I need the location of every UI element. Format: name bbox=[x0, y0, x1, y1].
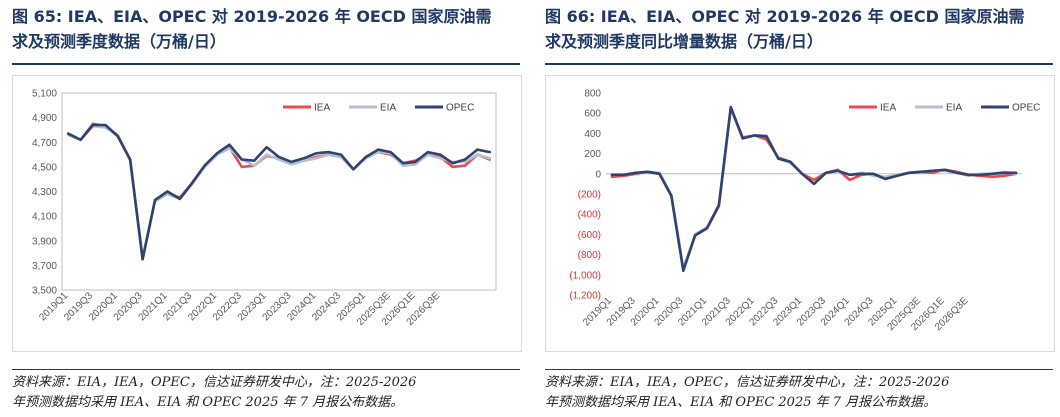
y-tick-label: 600 bbox=[584, 109, 601, 120]
y-tick-label: 800 bbox=[584, 89, 601, 100]
y-tick-label: (600) bbox=[578, 230, 601, 241]
series-line-opec bbox=[66, 123, 492, 261]
figure-66-panel: 图 66: IEA、EIA、OPEC 对 2019-2026 年 OECD 国家… bbox=[545, 0, 1060, 417]
title-divider bbox=[545, 63, 1053, 65]
source-divider bbox=[12, 369, 520, 370]
legend-item-opec: OPEC bbox=[981, 103, 1040, 114]
legend-label: OPEC bbox=[446, 103, 474, 114]
demand-level-chart: 3,500 3,700 3,900 4,100 4,300 4,500 4,700 4,900… bbox=[12, 75, 522, 352]
figure-66-title-line-2: 求及预测季度同比增量数据（万桶/日） bbox=[545, 32, 823, 51]
legend-label: EIA bbox=[380, 103, 396, 114]
legend-item-iea: IEA bbox=[849, 103, 896, 114]
series-line-iea bbox=[66, 122, 492, 261]
y-tick-label: 3,900 bbox=[32, 236, 57, 247]
y-tick-label: (1,200) bbox=[569, 291, 601, 302]
y-tick-label: 3,700 bbox=[32, 261, 57, 272]
series-line-opec bbox=[610, 105, 1018, 273]
figure-66-source-line-2: 年预测数据均采用 IEA、EIA 和 OPEC 2025 年 7 月报公布数据。 bbox=[545, 395, 937, 410]
y-tick-label: (1,000) bbox=[569, 270, 601, 281]
y-tick-label: (400) bbox=[578, 210, 601, 221]
plot-frame bbox=[61, 92, 497, 291]
figure-66-source: 资料来源：EIA，IEA，OPEC，信达证券研发中心，注：2025-2026 年… bbox=[545, 373, 1060, 413]
y-tick-label: 400 bbox=[584, 129, 601, 140]
source-divider bbox=[545, 369, 1053, 370]
figure-65-source-line-1: 资料来源：EIA，IEA，OPEC，信达证券研发中心，注：2025-2026 bbox=[12, 375, 417, 390]
legend-item-eia: EIA bbox=[349, 103, 396, 114]
y-tick-label: 0 bbox=[595, 169, 601, 180]
figure-65-source-line-2: 年预测数据均采用 IEA、EIA 和 OPEC 2025 年 7 月报公布数据。 bbox=[12, 395, 404, 410]
y-tick-label: 4,700 bbox=[32, 138, 57, 149]
legend-item-opec: OPEC bbox=[415, 103, 474, 114]
legend-label: IEA bbox=[314, 103, 330, 114]
figure-65-panel: 图 65: IEA、EIA、OPEC 对 2019-2026 年 OECD 国家… bbox=[12, 0, 527, 417]
figure-65-source: 资料来源：EIA，IEA，OPEC，信达证券研发中心，注：2025-2026 年… bbox=[12, 373, 527, 413]
title-divider bbox=[12, 63, 520, 65]
legend-label: IEA bbox=[880, 103, 896, 114]
legend-item-iea: IEA bbox=[283, 103, 330, 114]
legend-item-eia: EIA bbox=[915, 103, 962, 114]
demand-yoy-chart-svg: 800 600 400 200 0 (200) (400) (600) (800) (1,000)… bbox=[569, 89, 1040, 334]
figure-66-title: 图 66: IEA、EIA、OPEC 对 2019-2026 年 OECD 国家… bbox=[545, 4, 1060, 54]
figure-65-title: 图 65: IEA、EIA、OPEC 对 2019-2026 年 OECD 国家… bbox=[12, 4, 527, 54]
y-tick-label: 4,900 bbox=[32, 113, 57, 124]
legend-label: EIA bbox=[946, 103, 962, 114]
y-tick-label: 4,100 bbox=[32, 212, 57, 223]
legend-label: OPEC bbox=[1012, 103, 1040, 114]
demand-level-chart-svg: 3,500 3,700 3,900 4,100 4,300 4,500 4,700 4,900… bbox=[32, 89, 497, 328]
y-tick-label: (800) bbox=[578, 250, 601, 261]
figure-66-source-line-1: 资料来源：EIA，IEA，OPEC，信达证券研发中心，注：2025-2026 bbox=[545, 375, 950, 390]
series-line-iea bbox=[610, 106, 1018, 270]
demand-yoy-chart: 800 600 400 200 0 (200) (400) (600) (800) (1,000)… bbox=[545, 75, 1055, 352]
figure-65-title-line-2: 求及预测季度数据（万桶/日） bbox=[12, 32, 226, 51]
figure-65-title-line-1: 图 65: IEA、EIA、OPEC 对 2019-2026 年 OECD 国家… bbox=[12, 7, 492, 26]
y-tick-label: 5,100 bbox=[32, 89, 57, 100]
series-line-eia bbox=[66, 124, 492, 260]
figure-66-title-line-1: 图 66: IEA、EIA、OPEC 对 2019-2026 年 OECD 国家… bbox=[545, 7, 1025, 26]
y-tick-label: 200 bbox=[584, 149, 601, 160]
y-tick-label: 3,500 bbox=[32, 286, 57, 297]
y-tick-label: 4,500 bbox=[32, 162, 57, 173]
y-tick-label: 4,300 bbox=[32, 187, 57, 198]
y-tick-label: (200) bbox=[578, 190, 601, 201]
series-line-eia bbox=[610, 107, 1018, 270]
